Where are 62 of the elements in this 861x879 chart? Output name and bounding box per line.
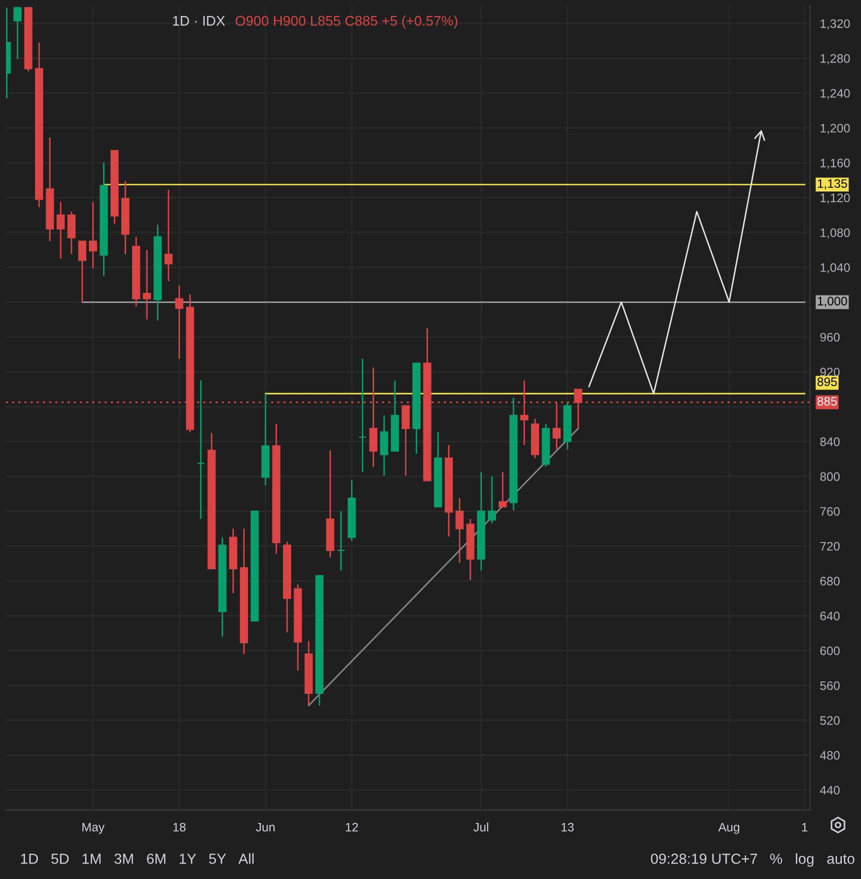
text: 1M: [82, 854, 101, 864]
text: 1D: [21, 854, 38, 864]
text: O900 H900 L855 C885 +5 (+0.57%): [236, 16, 458, 28]
text: All: [238, 853, 254, 864]
candlestick: [358, 358, 367, 473]
text: 1Y: [180, 854, 196, 864]
x-tick-label: 18: [173, 822, 186, 832]
candlestick: [175, 284, 184, 360]
candlestick: [142, 249, 151, 320]
data-label: 1,135: [818, 179, 848, 190]
candlestick: [488, 476, 496, 524]
y-tick-label: 480: [820, 751, 840, 760]
y-tick-label: 760: [820, 507, 840, 516]
candlestick: [402, 405, 410, 476]
ref-line-label: 885: [817, 396, 837, 406]
text: 09:28:19 UTC+7: [650, 854, 758, 864]
y-tick-label: 960: [820, 332, 840, 342]
y-tick-label: 440: [820, 786, 840, 795]
x-tick-label: May: [82, 822, 105, 834]
y-tick-label: 1,200: [820, 124, 850, 134]
y-tick-label: 1,120: [820, 194, 850, 204]
data-label: 1,000: [818, 296, 848, 307]
y-tick-label: 1,240: [820, 89, 850, 100]
text: 1D · IDX: [173, 16, 225, 26]
candlestick: [380, 414, 388, 476]
text: auto: [827, 854, 854, 864]
data-label: 895: [817, 377, 837, 386]
x-tick-label: 13: [562, 822, 574, 832]
text: 3M: [114, 854, 133, 864]
y-tick-label: 1,280: [820, 54, 850, 64]
y-tick-label: 840: [820, 437, 840, 446]
y-tick-label: 560: [820, 681, 840, 690]
candlestick: [456, 497, 464, 564]
x-tick-label: Jul: [474, 822, 488, 832]
y-tick-label: 1,160: [820, 158, 850, 169]
y-tick-label: 1,040: [820, 263, 850, 274]
text: %: [770, 854, 782, 864]
candlestick: [164, 189, 173, 282]
text: 5D: [51, 854, 69, 864]
y-tick-label: 1,080: [820, 228, 850, 238]
x-tick-label: Jun: [256, 822, 275, 832]
candlestick: [13, 6, 22, 60]
text: 6M: [146, 854, 166, 864]
candlestick: [88, 201, 98, 269]
candlestick: [498, 471, 507, 508]
candlestick: [56, 201, 65, 260]
candlestick: [336, 510, 346, 572]
y-tick-label: 680: [820, 576, 840, 586]
y-tick-label: 600: [820, 646, 840, 656]
y-tick-label: 640: [820, 612, 840, 620]
text: 5Y: [209, 854, 226, 864]
text: log: [796, 853, 814, 867]
candlestick: [196, 380, 205, 520]
candlestick: [67, 210, 76, 255]
x-tick-label: 1: [802, 822, 808, 832]
y-tick-label: 1,320: [820, 19, 850, 30]
y-tick-label: 800: [820, 472, 840, 481]
x-tick-label: 12: [346, 822, 358, 832]
y-tick-label: 720: [820, 542, 840, 551]
candlestick: [78, 240, 86, 303]
x-tick-label: Aug: [718, 822, 740, 834]
y-tick-label: 520: [820, 716, 840, 725]
